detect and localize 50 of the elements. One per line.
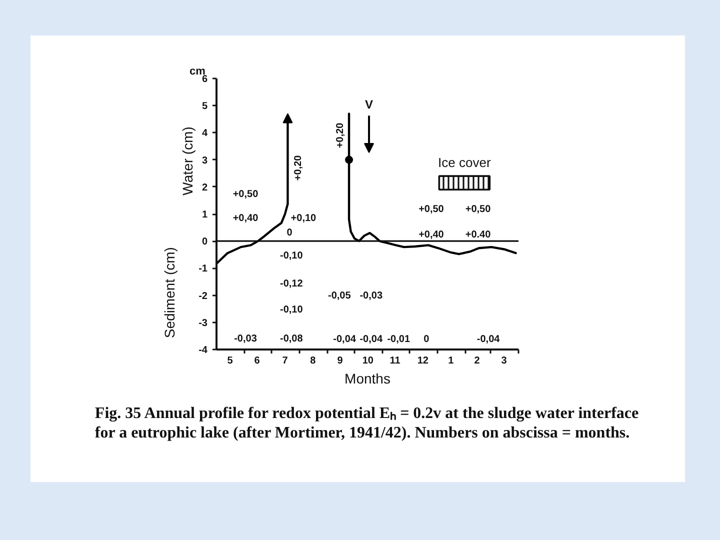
band-label: Ice cover [438, 155, 492, 170]
x-tick-label: 3 [501, 356, 508, 366]
annotation: -0,10 [280, 304, 304, 316]
y-tick-label: 0 [202, 236, 208, 248]
y-tick-label: 1 [202, 210, 208, 220]
annotation: V [365, 98, 374, 112]
annotation: -0,10 [280, 250, 304, 262]
text: Sediment (cm) [162, 247, 178, 338]
annotation: 0 [286, 228, 293, 239]
caption: Fig. 35 Annual profile for redox potential Eₕ = 0.2v at the sludge water interface for a eutrophic lake (after Mortimer, 1941/42). Numbers on abscissa = months. [94, 404, 639, 442]
annotation: +0,40 [418, 229, 444, 240]
y-tick-label: 5 [202, 101, 208, 112]
y-tick-label: 6 [202, 74, 208, 85]
x-tick-label: 10 [362, 356, 374, 366]
annotation: -0,03 [360, 290, 383, 302]
annotation: +0.40 [465, 229, 492, 240]
y-tick-label: -2 [198, 290, 208, 302]
annotation: +0,50 [232, 188, 259, 200]
annotation: +0,40 [232, 212, 259, 224]
x-tick-label: 5 [227, 356, 234, 366]
annotation: -0,05 [328, 290, 352, 302]
annotation: -0,01 [387, 334, 410, 346]
annotation: -0,04 [476, 334, 500, 346]
x-tick-label: 11 [390, 356, 401, 366]
x-tick-label: 8 [310, 356, 316, 366]
y-tick-label: 2 [202, 182, 208, 194]
y-tick-label: 3 [202, 155, 208, 166]
y-tick-label: 4 [202, 128, 208, 140]
y-tick-label: -3 [198, 318, 208, 329]
text: Water (cm) [180, 126, 196, 196]
x-tick-label: 6 [254, 356, 260, 366]
x-tick-label: 1 [448, 356, 454, 366]
annotation: -0,04 [333, 334, 356, 346]
x-tick-label: 7 [282, 356, 288, 366]
annotation: -0,08 [280, 333, 304, 344]
annotation: -0,04 [360, 334, 383, 346]
x-tick-label: 12 [417, 356, 429, 366]
annotation: -0,12 [280, 278, 304, 290]
annotation: +0,50 [418, 204, 444, 215]
x-tick-label: 2 [474, 356, 480, 366]
y-tick-label: -1 [198, 264, 208, 275]
annotation: 0 [424, 334, 430, 346]
annotation: +0,20 [334, 122, 346, 148]
x-tick-label: 9 [337, 356, 344, 366]
annotation: +0,20 [292, 154, 304, 181]
y-tick-label: -4 [198, 345, 208, 356]
x-axis-title: Months [344, 370, 390, 386]
annotation: +0,10 [290, 212, 317, 224]
annotation: -0,03 [234, 333, 258, 344]
annotation: +0,50 [465, 204, 492, 215]
